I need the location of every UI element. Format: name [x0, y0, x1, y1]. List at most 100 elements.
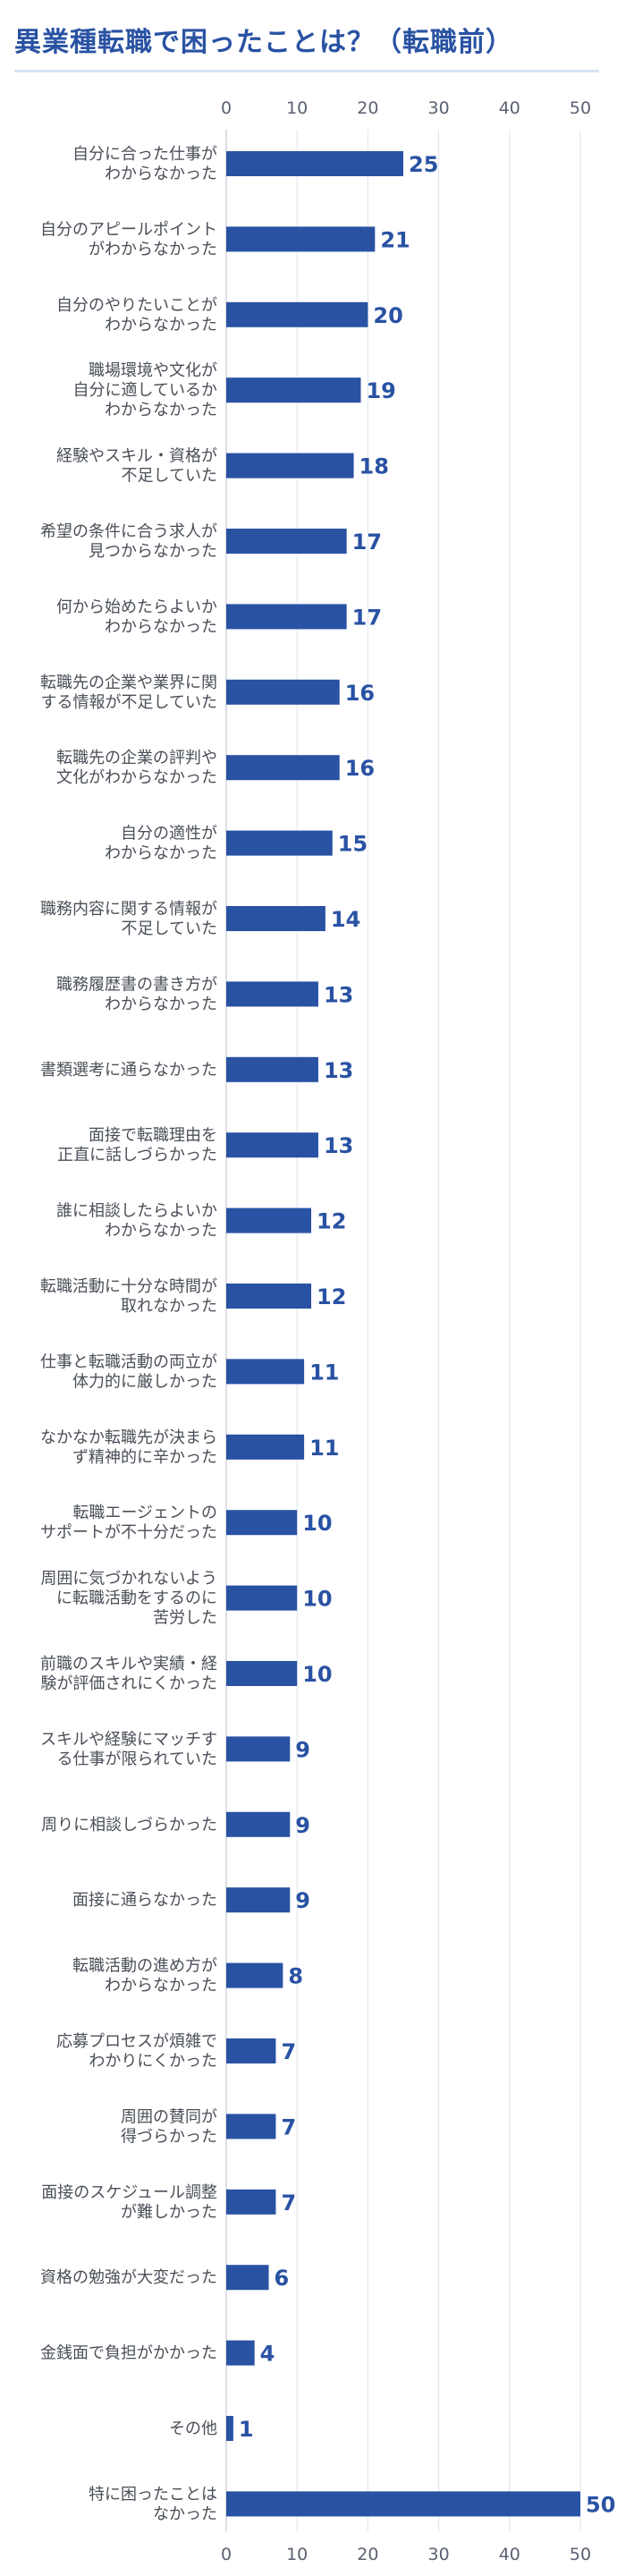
bar-value-label: 12: [317, 1209, 346, 1234]
category-label: 経験やスキル・資格が不足していた: [56, 447, 217, 486]
bar-value-label: 8: [288, 1964, 303, 1989]
bar: [226, 529, 347, 554]
bar: [226, 1811, 291, 1837]
x-tick-label-top: 40: [499, 98, 520, 118]
bar-value-label: 13: [324, 982, 353, 1007]
category-label: 金銭面で負担がかかった: [40, 2344, 217, 2363]
x-tick-label-top: 20: [357, 98, 378, 118]
category-label: 面接に通らなかった: [72, 1891, 217, 1910]
bar: [226, 2340, 255, 2366]
category-label: 仕事と転職活動の両立が体力的に厳しかった: [40, 1352, 217, 1391]
category-label: 前職のスキルや実績・経験が評価されにくかった: [40, 1655, 217, 1693]
bar-value-label: 21: [380, 227, 410, 252]
category-label: 特に困ったことはなかった: [89, 2485, 217, 2523]
bar-value-label: 13: [324, 1133, 353, 1158]
bar: [226, 2491, 580, 2517]
bar: [226, 2416, 233, 2441]
chart-title: 異業種転職で困ったことは？（転職前）: [14, 27, 513, 58]
x-tick-label-bottom: 40: [499, 2545, 520, 2564]
bar-value-label: 17: [352, 605, 382, 630]
category-label: 転職先の企業の評判や文化がわからなかった: [56, 749, 217, 787]
x-tick-label-bottom: 0: [221, 2545, 232, 2564]
bar-value-label: 10: [302, 1587, 332, 1612]
bar: [226, 1510, 298, 1536]
bar: [226, 1736, 291, 1762]
category-label: 転職先の企業や業界に関する情報が不足していた: [40, 674, 217, 712]
bar: [226, 1661, 298, 1686]
bar-value-label: 10: [302, 1662, 332, 1687]
bar-value-label: 6: [275, 2266, 290, 2291]
x-tick-label-top: 30: [428, 98, 450, 118]
category-label: 面接で転職理由を正直に話しづらかった: [57, 1126, 217, 1165]
bar: [226, 453, 354, 479]
bar: [226, 377, 361, 403]
category-label: 面接のスケジュール調整が難しかった: [41, 2183, 217, 2222]
bar: [226, 301, 368, 327]
x-tick-label-top: 0: [221, 98, 232, 118]
bar: [226, 1208, 312, 1233]
bar-value-label: 25: [409, 152, 438, 177]
x-tick-label-top: 50: [570, 98, 591, 118]
bar: [226, 1284, 312, 1309]
bar-value-label: 4: [260, 2342, 275, 2367]
bar: [226, 1132, 318, 1158]
bar-value-label: 16: [345, 756, 375, 781]
bar-value-label: 14: [331, 907, 360, 932]
bar: [226, 1887, 291, 1913]
bar-value-label: 10: [302, 1511, 332, 1536]
bar: [226, 2114, 276, 2140]
bar-value-label: 11: [309, 1360, 339, 1385]
bar: [226, 604, 347, 630]
category-label: 職務履歴書の書き方がわからなかった: [56, 975, 217, 1013]
bar-value-label: 1: [239, 2417, 254, 2442]
category-label: 自分に合った仕事がわからなかった: [72, 145, 217, 183]
bar: [226, 1962, 283, 1988]
bar-value-label: 13: [324, 1058, 353, 1083]
category-label: 書類選考に通らなかった: [40, 1061, 217, 1080]
x-tick-label-bottom: 10: [286, 2545, 308, 2564]
category-label: 何から始めたらよいかわからなかった: [56, 597, 217, 636]
category-label: スキルや経験にマッチする仕事が限られていた: [40, 1730, 217, 1768]
bar: [226, 1434, 305, 1460]
bar: [226, 830, 333, 856]
bar-value-label: 19: [366, 378, 395, 403]
category-label: 転職エージェントのサポートが不十分だった: [40, 1504, 217, 1542]
category-label: 転職活動に十分な時間が取れなかった: [40, 1277, 217, 1316]
bar: [226, 906, 325, 931]
category-label: 自分の適性がわからなかった: [105, 825, 217, 863]
category-label: 希望の条件に合う求人が見つからなかった: [40, 522, 217, 561]
category-label: 資格の勉強が大変だった: [40, 2268, 217, 2287]
bar: [226, 679, 340, 705]
x-tick-label-bottom: 20: [357, 2545, 378, 2564]
bar: [226, 1056, 318, 1082]
category-label: 周りに相談しづらかった: [41, 1816, 217, 1835]
category-label: 自分のやりたいことがわからなかった: [56, 296, 217, 335]
category-label: 周囲に気づかれないように転職活動をするのに苦労した: [40, 1570, 217, 1628]
x-tick-label-top: 10: [286, 98, 308, 118]
bar-value-label: 18: [359, 454, 389, 479]
category-label: その他: [169, 2419, 217, 2438]
bar-value-label: 50: [586, 2492, 615, 2517]
category-label: 職場環境や文化が自分に適しているかわからなかった: [73, 361, 217, 419]
x-tick-label-bottom: 50: [570, 2545, 591, 2564]
category-label: なかなか転職先が決まらず精神的に辛かった: [40, 1428, 217, 1467]
bar-value-label: 15: [338, 832, 368, 857]
bar-value-label: 20: [373, 303, 402, 328]
bar-value-label: 17: [352, 530, 382, 555]
bar-value-label: 11: [309, 1436, 339, 1461]
category-label: 周囲の賛同が得づらかった: [121, 2107, 217, 2146]
bar: [226, 1359, 305, 1385]
bar: [226, 755, 340, 781]
bar: [226, 2265, 269, 2291]
category-label: 転職活動の進め方がわからなかった: [72, 1957, 217, 1996]
category-label: 誰に相談したらよいかわからなかった: [56, 1202, 217, 1241]
bar: [226, 2038, 276, 2063]
title-underline: [14, 70, 599, 72]
bar: [226, 151, 403, 176]
bar: [226, 981, 318, 1007]
category-label: 職務内容に関する情報が不足していた: [40, 900, 217, 938]
category-label: 自分のアピールポイントがわからなかった: [40, 220, 217, 258]
bar-value-label: 9: [295, 1813, 310, 1838]
bar-value-label: 7: [281, 2190, 296, 2216]
